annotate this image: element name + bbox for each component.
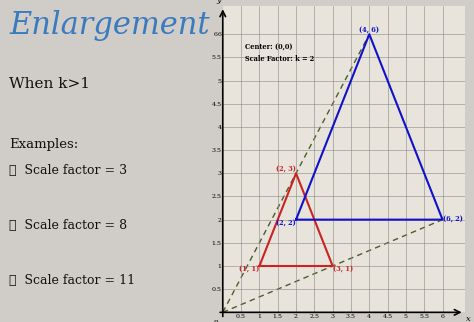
Text: (3, 1): (3, 1) bbox=[333, 266, 353, 274]
Text: Center: (0,0)
Scale Factor: k = 2: Center: (0,0) Scale Factor: k = 2 bbox=[245, 43, 314, 62]
Text: (2, 3): (2, 3) bbox=[276, 165, 296, 173]
Text: y: y bbox=[216, 0, 221, 4]
Text: ✓  Scale factor = 3: ✓ Scale factor = 3 bbox=[9, 164, 127, 177]
Text: ✓  Scale factor = 11: ✓ Scale factor = 11 bbox=[9, 274, 135, 287]
Text: 6: 6 bbox=[213, 32, 217, 37]
Text: Enlargement: Enlargement bbox=[9, 10, 210, 41]
Text: Examples:: Examples: bbox=[9, 138, 78, 151]
Text: x: x bbox=[466, 315, 471, 322]
Text: (4, 6): (4, 6) bbox=[359, 26, 379, 34]
Text: When k>1: When k>1 bbox=[9, 77, 90, 91]
Text: ✓  Scale factor = 8: ✓ Scale factor = 8 bbox=[9, 219, 127, 232]
Text: (1, 1): (1, 1) bbox=[239, 266, 259, 274]
Text: (6, 2): (6, 2) bbox=[443, 216, 463, 224]
Text: (2, 2): (2, 2) bbox=[276, 220, 296, 228]
Text: o: o bbox=[213, 317, 218, 322]
